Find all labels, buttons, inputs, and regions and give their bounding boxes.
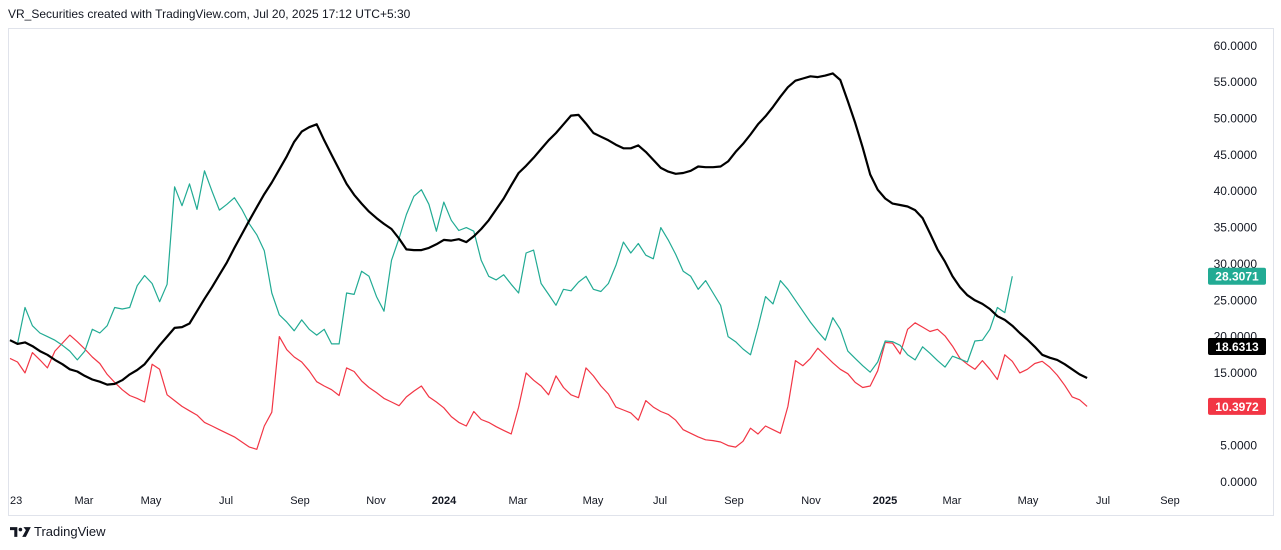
x-tick-label: 2024: [432, 495, 457, 507]
y-tick-label: 5.0000: [1220, 439, 1257, 453]
footer: TradingView: [10, 524, 106, 539]
x-tick-label: Jul: [653, 495, 667, 507]
x-tick-label: May: [1018, 495, 1039, 507]
x-tick-label: Nov: [366, 495, 386, 507]
y-tick-label: 40.0000: [1214, 184, 1258, 198]
last-value-label: 28.3071: [1215, 270, 1259, 284]
series-layer: [9, 72, 1088, 450]
y-tick-label: 15.0000: [1214, 366, 1258, 380]
last-value-badge: [1208, 267, 1266, 285]
tradingview-logo-icon: [10, 526, 31, 537]
chart-frame: [8, 28, 1274, 516]
y-tick-label: 45.0000: [1214, 148, 1258, 162]
chart-header: VR_Securities created with TradingView.c…: [8, 7, 411, 21]
x-tick-label: Mar: [75, 495, 94, 507]
y-tick-label: 50.0000: [1214, 112, 1258, 126]
last-value-label: 18.6313: [1215, 340, 1259, 354]
x-tick-label: Mar: [509, 495, 528, 507]
y-axis[interactable]: 60.0000 55.0000 50.0000 45.0000 40.0000 35.00…: [1214, 39, 1258, 489]
x-axis[interactable]: 23 Mar May Jul Sep Nov 2024 Mar May Jul Sep Nov 2025…: [10, 495, 1180, 507]
x-tick-label: Sep: [724, 495, 744, 507]
last-value-badges: 18.6313 28.3071 10.3972: [1208, 267, 1266, 415]
x-tick-label: Mar: [943, 495, 962, 507]
x-tick-label: Nov: [801, 495, 821, 507]
footer-brand: TradingView: [34, 524, 106, 539]
y-tick-label: 0.0000: [1220, 475, 1257, 489]
x-tick-label: Sep: [1160, 495, 1180, 507]
x-tick-label: Jul: [219, 495, 233, 507]
series-line-1: [9, 170, 1013, 373]
x-tick-label: 2025: [873, 495, 897, 507]
last-value-label: 10.3972: [1215, 400, 1259, 414]
x-tick-label: 23: [10, 495, 22, 507]
x-tick-label: Jul: [1096, 495, 1110, 507]
y-tick-label: 60.0000: [1214, 39, 1258, 53]
x-tick-label: May: [141, 495, 162, 507]
last-value-badge: [1208, 397, 1266, 415]
y-tick-label: 25.0000: [1214, 293, 1258, 307]
y-tick-label: 35.0000: [1214, 221, 1258, 235]
last-value-badge: [1208, 338, 1266, 356]
x-tick-label: Sep: [290, 495, 310, 507]
series-line-2: [9, 322, 1088, 450]
x-tick-label: May: [583, 495, 604, 507]
y-tick-label: 30.0000: [1214, 257, 1258, 271]
series-line-0: [9, 72, 1088, 386]
y-tick-label: 55.0000: [1214, 75, 1258, 89]
